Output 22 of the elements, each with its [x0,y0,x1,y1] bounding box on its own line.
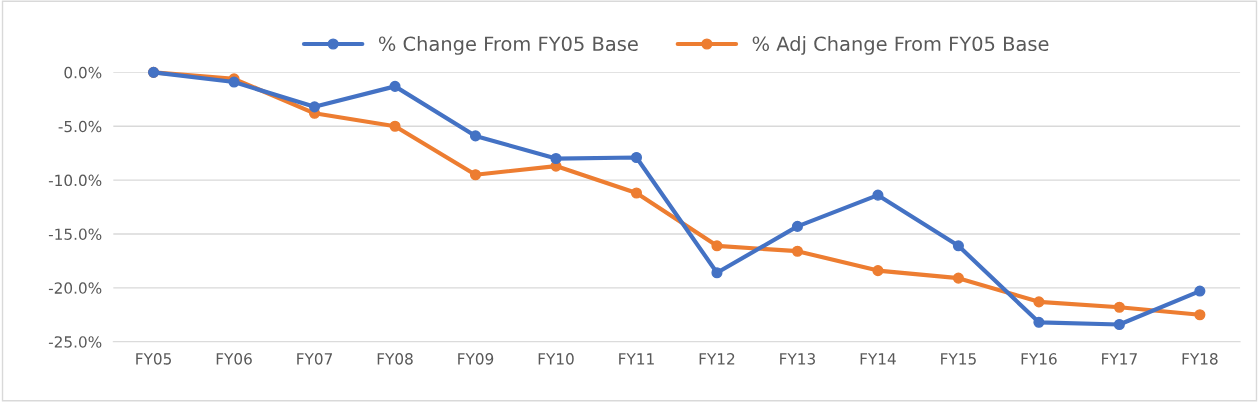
x-tick-label: FY16 [1021,353,1057,365]
legend-label: % Change From FY05 Base [378,36,638,55]
x-tick-label: FY06 [216,353,252,365]
y-tick-label: 0.0% [64,66,102,79]
x-tick-label: FY05 [136,353,171,365]
x-tick-label: FY07 [297,353,332,365]
x-tick-label: FY17 [1102,353,1137,365]
legend-label: % Adj Change From FY05 Base [752,36,1049,55]
x-tick-label: FY18 [1182,353,1218,365]
x-tick-label: FY08 [377,353,413,365]
x-tick-label: FY15 [941,353,976,365]
y-tick-label: -10.0% [48,174,102,187]
y-tick-label: -5.0% [58,120,102,133]
x-tick-label: FY14 [860,353,896,365]
y-tick-label: -20.0% [48,282,102,294]
y-tick-label: -15.0% [48,228,102,240]
x-tick-label: FY13 [780,353,815,365]
y-tick-label: -25.0% [48,336,102,348]
x-tick-label: FY12 [699,353,735,365]
x-tick-label: FY11 [619,353,654,365]
x-tick-label: FY09 [458,353,494,365]
x-tick-label: FY10 [538,353,574,365]
